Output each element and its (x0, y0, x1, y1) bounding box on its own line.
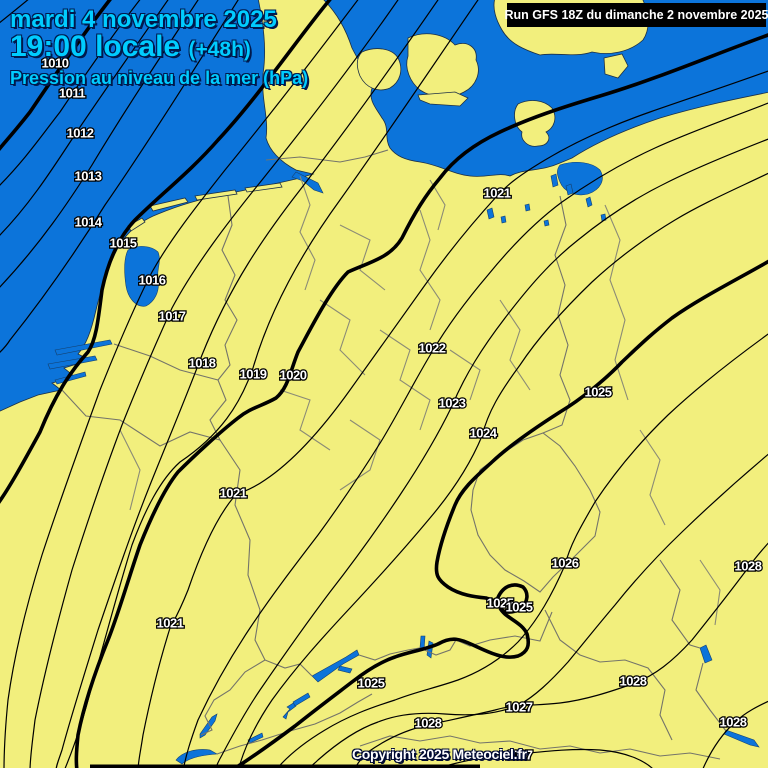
isobar-label: 1028 (415, 716, 442, 731)
isobar-label: 1028 (735, 559, 762, 574)
model-run-banner: Run GFS 18Z du dimanche 2 novembre 2025 (504, 3, 768, 27)
isobar-1022 (182, 102, 768, 768)
ijsselmeer (124, 246, 160, 307)
isobar-label: 1026 (552, 556, 579, 571)
lakes (47, 161, 760, 765)
isobar-label: 1021 (484, 186, 511, 201)
lake-neusiedl (699, 644, 713, 664)
isobar-label: 1013 (75, 169, 102, 184)
isobar-1027 (307, 453, 768, 768)
map-subtitle: Pression au niveau de la mer (hPa) (10, 68, 309, 88)
forecast-time: 19:00 locale (+48h) (10, 30, 251, 64)
isobar-label: 1025 (585, 385, 612, 400)
isobar-label: 1028 (720, 715, 747, 730)
lake-neuchatel (199, 713, 218, 739)
isobar-1011 (0, 0, 141, 186)
isobar-label: 1025 (487, 596, 514, 611)
isobar-label: 1016 (139, 273, 166, 288)
isobar-1021 (137, 70, 768, 768)
isobar-1015-bold (0, 0, 332, 504)
isobar-label: 1023 (439, 396, 466, 411)
isobar-label: 1028 (620, 674, 647, 689)
isobar-label: 1021 (157, 616, 184, 631)
isobar-label: 1012 (67, 126, 94, 141)
isobar-label: 1019 (240, 367, 267, 382)
forecast-offset: (+48h) (188, 38, 251, 61)
island-ruegen (514, 100, 556, 147)
isobar-1016 (3, 0, 359, 768)
isobar-label: 1021 (220, 486, 247, 501)
forecast-date: mardi 4 novembre 2025 (10, 6, 277, 33)
isobar-label: 1025 (506, 600, 533, 615)
isobar-1028 (354, 542, 768, 768)
lake-zurich (292, 692, 311, 707)
isobar-1018 (55, 0, 439, 768)
isobar-label: 1027 (506, 748, 533, 763)
isobar-1028b (702, 700, 768, 768)
isobar-1024 (238, 172, 768, 768)
isobar-label: 1017 (159, 309, 186, 324)
regional-borders (119, 175, 721, 626)
wadden-islands (127, 182, 283, 232)
elbe-estuary (291, 171, 324, 194)
isobar-1013 (0, 0, 199, 288)
isobar-label: 1010 (42, 56, 69, 71)
isobar-1009 (0, 0, 29, 24)
isobar-label: 1015 (110, 236, 137, 251)
isobar-label: 1025 (358, 676, 385, 691)
isobar-label: 1020 (280, 368, 307, 383)
mecklenburg-lakes (486, 173, 607, 227)
isobar-label: 1024 (470, 426, 498, 441)
island-bornholm (603, 53, 629, 79)
isobar-label: 1018 (189, 356, 216, 371)
isobar-label: 1014 (75, 215, 103, 230)
island-funen (356, 48, 402, 91)
isobar-1014 (0, 0, 239, 353)
country-borders (61, 149, 727, 760)
isobar-bottom-strip (90, 764, 480, 768)
lake-thun (247, 732, 264, 744)
isobar-1020-bold (74, 33, 768, 768)
isobar-labels: 1010 1011 1012 1013 1014 1015 1016 1017 1018 1019… (40, 54, 763, 764)
isobar-1027b (436, 748, 653, 768)
isobar-label: 1011 (59, 86, 85, 101)
isobar-1023 (215, 138, 768, 768)
forecast-time-value: 19:00 locale (10, 30, 181, 63)
isobar-1026 (276, 333, 768, 768)
isobar-label: 1022 (419, 341, 446, 356)
isobar-label: 1027 (506, 700, 533, 715)
copyright-label: Copyright 2025 Meteociel.fr (352, 746, 527, 762)
isobar-1025-bold (231, 259, 768, 768)
isobar-1010-bold (0, 0, 112, 152)
island-lolland (417, 91, 469, 107)
model-run-text: Run GFS 18Z du dimanche 2 novembre 2025 (504, 8, 768, 22)
isobar-1012 (0, 0, 169, 236)
island-zealand (406, 33, 479, 98)
isobar-1017 (29, 0, 399, 768)
